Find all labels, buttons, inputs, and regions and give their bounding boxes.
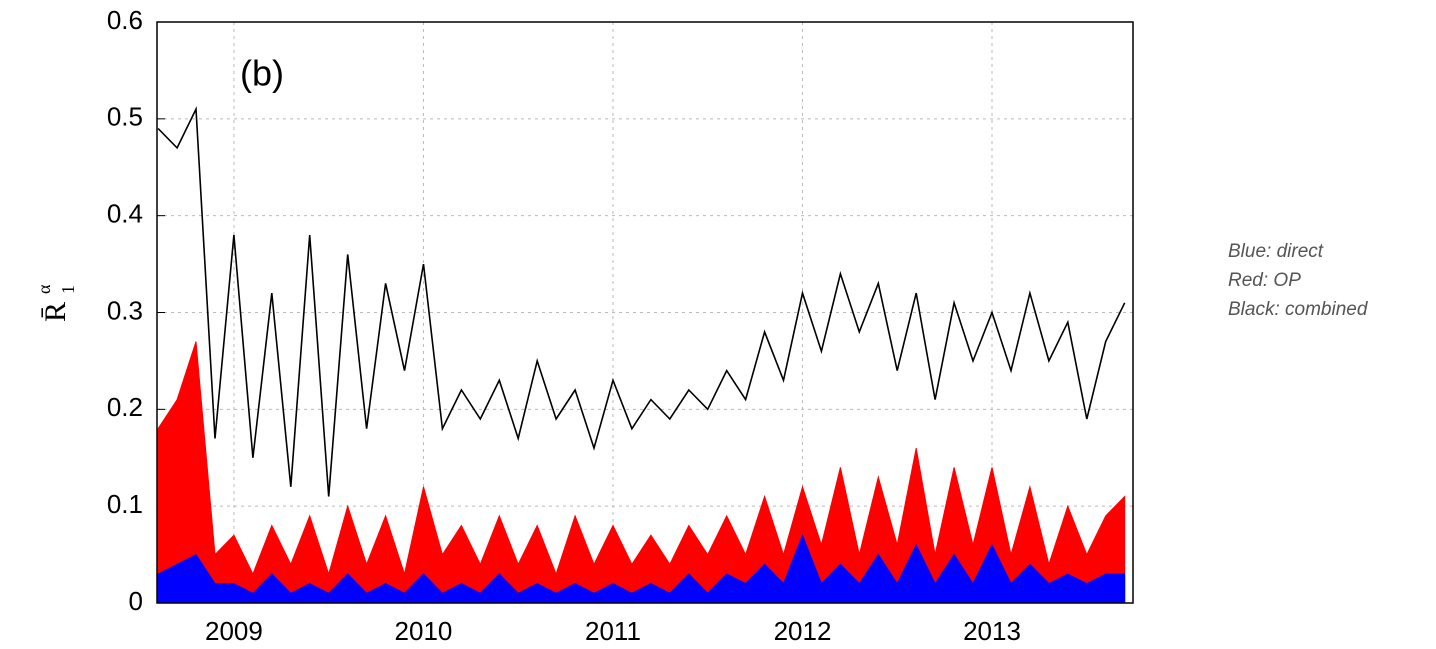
plot-frame	[156, 21, 1134, 604]
x-tick-label: 2011	[585, 616, 641, 646]
y-label-sub: 1	[58, 285, 78, 294]
legend-entry: Red: OP	[1228, 270, 1301, 291]
y-label-sup: α	[34, 284, 54, 294]
legend-entry: Blue: direct	[1228, 241, 1324, 262]
annotation: (b)	[240, 53, 284, 94]
line	[157, 105, 1126, 497]
y-tick-label: 0.3	[107, 295, 143, 325]
x-tick-label: 2013	[963, 616, 1021, 646]
y-label-base: R̄	[39, 302, 72, 322]
y-tick-label: 0.6	[107, 5, 143, 35]
x-tick-label: 2012	[774, 616, 832, 646]
y-tick-label: 0	[129, 586, 143, 616]
y-tick-label: 0.2	[107, 392, 143, 422]
y-tick-label: 0.5	[107, 102, 143, 132]
y-tick-label: 0.1	[107, 489, 143, 519]
y-tick-label: 0.4	[107, 199, 143, 229]
legend-entry: Black: combined	[1228, 299, 1369, 320]
x-tick-label: 2010	[395, 616, 453, 646]
y-axis-label: R̄ α 1	[34, 284, 78, 322]
area	[157, 533, 1126, 604]
area	[157, 341, 1126, 604]
x-tick-label: 2009	[205, 616, 263, 646]
